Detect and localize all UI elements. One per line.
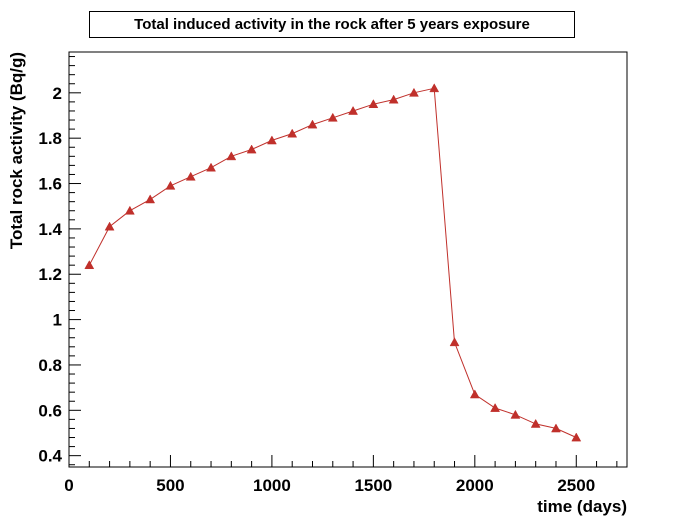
y-axis-label: Total rock activity (Bq/g) (7, 52, 26, 249)
data-point-marker (145, 194, 156, 204)
y-tick-label: 1.4 (38, 220, 62, 239)
data-point-marker (449, 337, 460, 347)
chart-title: Total induced activity in the rock after… (89, 11, 575, 38)
y-tick-label: 0.8 (38, 356, 62, 375)
data-point-marker (226, 151, 237, 161)
data-point-marker (388, 94, 399, 104)
x-tick-label: 500 (156, 476, 184, 495)
data-point-marker (530, 418, 541, 428)
data-point-marker (165, 180, 176, 190)
y-tick-label: 0.4 (38, 447, 62, 466)
x-tick-label: 0 (64, 476, 73, 495)
data-point-marker (571, 432, 582, 442)
data-point-marker (246, 144, 257, 154)
data-point-marker (409, 87, 419, 97)
data-point-marker (124, 205, 135, 215)
y-tick-label: 1.8 (38, 129, 62, 148)
data-point-marker (185, 171, 196, 181)
data-point-marker (368, 99, 379, 109)
data-point-marker (469, 389, 480, 399)
data-point-marker (510, 409, 521, 419)
x-tick-label: 2000 (456, 476, 494, 495)
data-point-marker (206, 162, 216, 172)
y-tick-label: 2 (53, 84, 62, 103)
y-tick-label: 1.2 (38, 265, 62, 284)
data-point-marker (307, 119, 318, 129)
x-tick-label: 1000 (253, 476, 291, 495)
data-point-marker (104, 221, 115, 231)
plot-frame (68, 51, 628, 468)
data-point-marker (287, 128, 298, 138)
y-tick-label: 1.6 (38, 175, 62, 194)
data-point-marker (490, 403, 501, 412)
data-point-marker (327, 112, 338, 122)
x-tick-label: 2500 (557, 476, 595, 495)
data-point-marker (84, 260, 95, 270)
data-point-marker (551, 423, 561, 433)
data-point-marker (429, 83, 440, 93)
data-point-marker (266, 135, 277, 145)
y-tick-label: 1 (53, 311, 62, 330)
data-point-marker (348, 105, 358, 115)
x-tick-label: 1500 (354, 476, 392, 495)
series-line (88, 87, 577, 438)
y-tick-label: 0.6 (38, 401, 62, 420)
x-axis-label: time (days) (537, 497, 627, 516)
